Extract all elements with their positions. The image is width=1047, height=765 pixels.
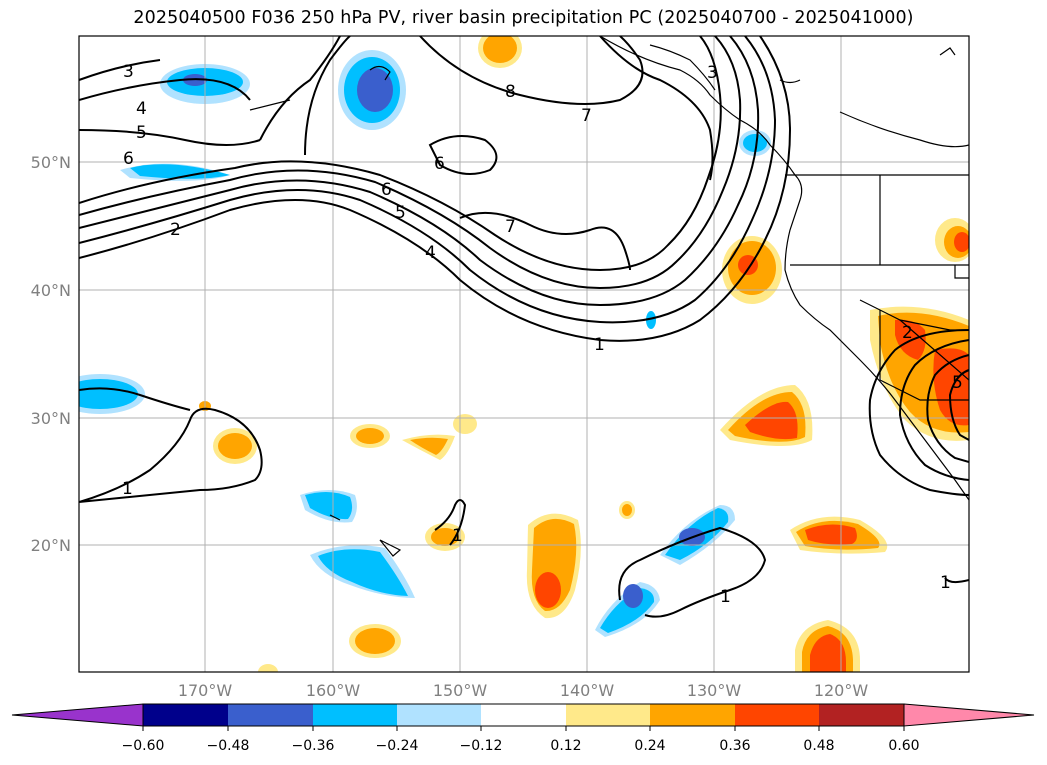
colorbar-segment — [650, 704, 735, 726]
colorbar-extend-low — [11, 703, 144, 727]
lat-label-30n: 30°N — [31, 409, 71, 428]
colorbar-segment — [819, 704, 904, 726]
colorbar-tick-label: −0.60 — [122, 738, 165, 754]
colorbar-segment — [735, 704, 819, 726]
contour-label: 1 — [720, 587, 731, 607]
lon-label-170w: 170°W — [178, 681, 233, 700]
contour-label: 8 — [505, 82, 516, 102]
contour-label: 4 — [136, 99, 147, 119]
colorbar-segment — [566, 704, 650, 726]
contour-label: 3 — [707, 63, 718, 83]
contour-label: 5 — [395, 203, 406, 223]
colorbar-tick-label: 0.36 — [719, 738, 750, 754]
colorbar-tick-label: 0.12 — [550, 738, 581, 754]
colorbar-segment — [313, 704, 397, 726]
contour-label: 6 — [434, 154, 445, 174]
contour-label: 7 — [581, 106, 592, 126]
contour-label: 2 — [170, 220, 181, 240]
contour-label: 4 — [425, 243, 436, 263]
map-title: 2025040500 F036 250 hPa PV, river basin … — [133, 8, 914, 28]
lat-label-50n: 50°N — [31, 153, 71, 172]
colorbar-segment — [481, 704, 566, 726]
colorbar-ticks — [142, 726, 905, 731]
colorbar: −0.60 −0.48 −0.36 −0.24 −0.12 0.12 0.24 … — [11, 703, 1035, 754]
colorbar-tick-label: 0.60 — [888, 738, 919, 754]
colorbar-extend-high — [903, 703, 1035, 727]
colorbar-tick-label: 0.48 — [803, 738, 834, 754]
pv-contours — [79, 36, 969, 618]
colorbar-tick-label: −0.36 — [292, 738, 335, 754]
contour-label: 3 — [123, 62, 134, 82]
contour-label: 5 — [952, 373, 963, 393]
contour-label: 5 — [136, 123, 147, 143]
lon-label-160w: 160°W — [306, 681, 361, 700]
lon-label-130w: 130°W — [687, 681, 742, 700]
coastlines-and-borders — [249, 36, 969, 557]
colorbar-segment — [397, 704, 481, 726]
lat-label-40n: 40°N — [31, 281, 71, 300]
contour-label-group: 3 4 5 6 2 8 7 6 6 5 4 7 1 3 1 1 1 2 5 1 — [122, 62, 963, 607]
colorbar-segment — [143, 704, 228, 726]
lon-label-120w: 120°W — [814, 681, 869, 700]
gridlines — [79, 36, 969, 672]
colorbar-tick-label: −0.24 — [376, 738, 419, 754]
positive-anomaly-regions — [199, 36, 969, 672]
contour-label: 2 — [902, 323, 913, 343]
contour-label: 1 — [452, 526, 463, 546]
map-plot-area — [79, 36, 969, 672]
latitude-labels: 50°N 40°N 30°N 20°N — [31, 153, 71, 555]
contour-label: 1 — [594, 335, 605, 355]
contour-label: 7 — [505, 217, 516, 237]
contour-label: 1 — [122, 479, 133, 499]
contour-label: 1 — [940, 573, 951, 593]
colorbar-segment — [228, 704, 313, 726]
map-frame — [78, 35, 970, 673]
colorbar-tick-label: −0.48 — [207, 738, 250, 754]
colorbar-tick-label: −0.12 — [460, 738, 503, 754]
longitude-labels: 170°W 160°W 150°W 140°W 130°W 120°W — [178, 681, 869, 700]
colorbar-tick-label: 0.24 — [634, 738, 665, 754]
lon-label-150w: 150°W — [433, 681, 488, 700]
contour-label: 6 — [381, 180, 392, 200]
lon-label-140w: 140°W — [560, 681, 615, 700]
contour-label: 6 — [123, 149, 134, 169]
lat-label-20n: 20°N — [31, 536, 71, 555]
